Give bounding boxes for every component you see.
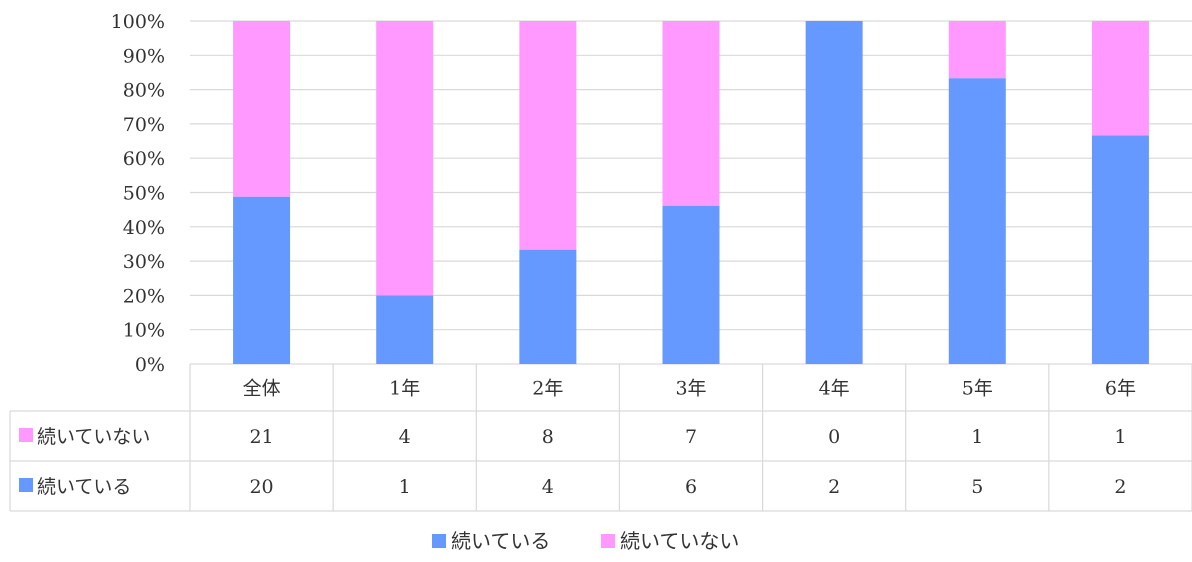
bar-続いている — [948, 78, 1006, 365]
bar-続いていない — [233, 21, 291, 197]
data-value-label: 8 — [542, 426, 554, 448]
y-tick-label: 70% — [123, 114, 165, 136]
category-label: 全体 — [243, 378, 281, 400]
bars — [233, 21, 1149, 365]
y-tick-label: 100% — [111, 11, 165, 33]
bar-続いている — [519, 249, 577, 364]
series-key-swatch — [19, 428, 33, 442]
data-value-label: 0 — [828, 426, 840, 448]
bar-続いている — [662, 205, 720, 364]
data-value-label: 2 — [828, 476, 840, 498]
y-axis: 0% 10% 20% 30% 40% 50% 60% 70% 80% 90% 100% — [111, 11, 165, 376]
y-tick-label: 40% — [123, 217, 165, 239]
series-key-swatch — [19, 478, 33, 492]
data-value-label: 1 — [1114, 426, 1126, 448]
legend: 続いている 続いていない — [432, 529, 739, 553]
series-row-label: 続いていない — [37, 426, 150, 448]
category-label: 1年 — [389, 378, 420, 400]
series-row-label: 続いている — [37, 476, 131, 498]
data-value-label: 4 — [542, 476, 554, 498]
category-label: 5年 — [962, 378, 993, 400]
y-tick-label: 20% — [123, 285, 165, 307]
data-value-label: 4 — [399, 426, 411, 448]
category-label: 4年 — [819, 378, 850, 400]
category-label: 2年 — [532, 378, 563, 400]
data-value-label: 1 — [399, 476, 411, 498]
legend-swatch — [601, 534, 615, 548]
y-tick-label: 30% — [123, 251, 165, 273]
data-value-label: 7 — [685, 426, 697, 448]
data-value-label: 1 — [971, 426, 983, 448]
data-value-label: 6 — [685, 476, 697, 498]
y-tick-label: 10% — [123, 320, 165, 342]
y-tick-label: 50% — [123, 183, 165, 205]
y-tick-label: 80% — [123, 80, 165, 102]
bar-続いていない — [519, 21, 577, 250]
data-value-label: 20 — [249, 476, 273, 498]
y-tick-label: 60% — [123, 148, 165, 170]
y-tick-label: 90% — [123, 45, 165, 67]
bar-続いている — [376, 295, 434, 364]
legend-label: 続いていない — [620, 529, 739, 553]
bar-続いていない — [662, 21, 720, 206]
category-label: 6年 — [1105, 378, 1136, 400]
bar-続いている — [233, 196, 291, 364]
data-value-label: 21 — [249, 426, 273, 448]
bar-続いていない — [948, 21, 1006, 79]
bar-続いていない — [1091, 21, 1149, 136]
category-label: 3年 — [675, 378, 706, 400]
bar-続いている — [805, 21, 863, 364]
bar-続いていない — [376, 21, 434, 296]
legend-label: 続いている — [451, 529, 550, 553]
y-tick-label: 0% — [135, 354, 165, 376]
bar-続いている — [1091, 135, 1149, 364]
legend-swatch — [432, 534, 446, 548]
data-value-label: 5 — [971, 476, 983, 498]
data-value-label: 2 — [1114, 476, 1126, 498]
